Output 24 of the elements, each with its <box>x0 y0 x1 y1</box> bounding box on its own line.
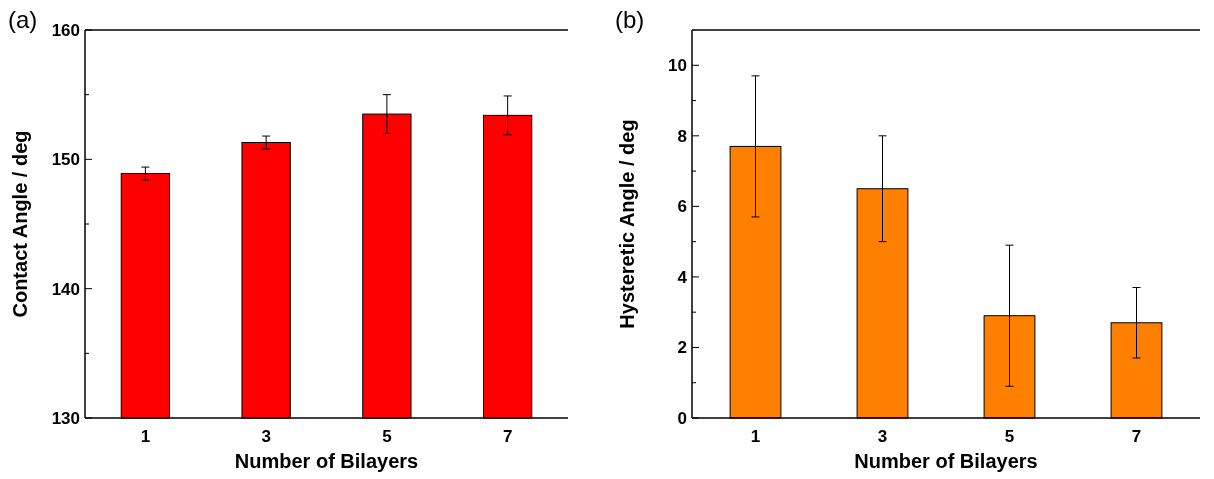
y-tick-label: 2 <box>677 338 687 358</box>
y-tick-label: 10 <box>668 56 687 76</box>
y-tick-label: 140 <box>51 279 80 299</box>
y-axis-title: Contact Angle / deg <box>9 130 31 318</box>
x-axis-title: Number of Bilayers <box>234 450 419 472</box>
y-tick-label: 6 <box>677 197 687 217</box>
chart-title: (a) <box>8 6 38 33</box>
y-tick-label: 0 <box>677 408 687 428</box>
y-axis-title: Hysteretic Angle / deg <box>616 119 638 329</box>
x-tick-label: 5 <box>1004 427 1015 446</box>
x-tick-label: 3 <box>261 427 271 446</box>
x-axis-title: Number of Bilayers <box>854 450 1038 472</box>
x-tick-label: 1 <box>140 427 151 446</box>
chart-title: (b) <box>615 6 645 33</box>
y-tick-label: 8 <box>677 126 687 146</box>
x-tick-label: 1 <box>750 427 761 446</box>
y-tick-label: 4 <box>677 267 688 287</box>
y-tick-label: 150 <box>51 150 80 170</box>
y-tick-label: 160 <box>51 20 80 40</box>
y-tick-label: 130 <box>51 408 80 428</box>
x-tick-label: 7 <box>1131 427 1142 446</box>
x-tick-label: 5 <box>382 427 392 446</box>
x-tick-label: 3 <box>877 427 888 446</box>
x-tick-label: 7 <box>502 427 513 446</box>
